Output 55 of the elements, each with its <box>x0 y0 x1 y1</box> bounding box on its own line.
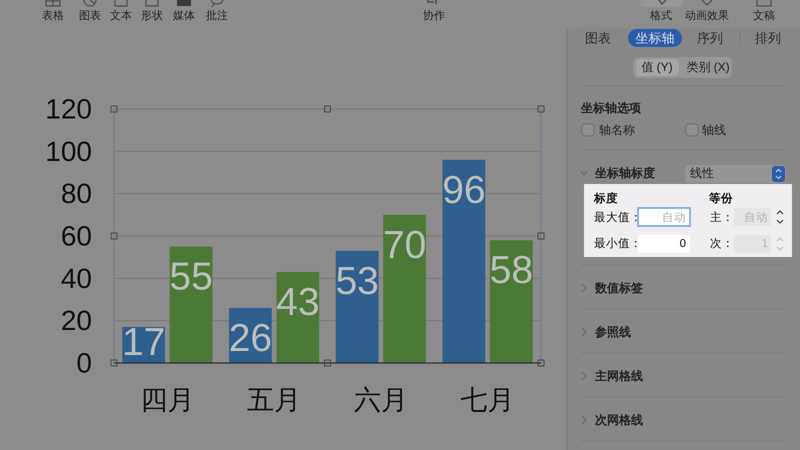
text: 类别 (X) <box>686 60 730 74</box>
text: 等份 <box>708 191 734 205</box>
text: 主网格线 <box>594 369 643 383</box>
text: 格式 <box>649 9 672 22</box>
text: 线性 <box>690 166 714 180</box>
data-label: 43 <box>276 280 320 324</box>
text: 次： <box>710 237 734 250</box>
y-tick-label: 100 <box>45 136 92 167</box>
text: 协作 <box>423 9 445 22</box>
text: 媒体 <box>173 10 195 22</box>
text: 标度 <box>593 191 618 205</box>
text: 0 <box>680 238 686 250</box>
text: 图表 <box>585 30 611 46</box>
text: 最大值： <box>594 211 642 224</box>
text: 坐标轴 <box>636 30 674 46</box>
x-tick-label: 七月 <box>460 385 515 415</box>
text: 文稿 <box>753 9 775 22</box>
y-tick-label: 120 <box>45 94 92 124</box>
text: 表格 <box>42 9 64 22</box>
text: 值 (Y) <box>641 60 673 74</box>
text: 参照线 <box>594 325 631 339</box>
text: 自动 <box>662 211 686 224</box>
bar <box>442 160 486 363</box>
data-label: 26 <box>228 316 272 360</box>
y-tick-label: 0 <box>76 348 92 378</box>
text: 排列 <box>755 30 781 46</box>
text: 动画效果 <box>685 10 729 22</box>
y-tick-label: 20 <box>60 305 92 336</box>
data-label: 55 <box>169 256 213 299</box>
data-label: 53 <box>335 260 379 303</box>
text: 轴名称 <box>599 123 635 137</box>
data-label: 70 <box>382 224 426 267</box>
bar <box>383 214 426 363</box>
text: 坐标轴标度 <box>594 166 655 180</box>
x-tick-label: 六月 <box>354 385 408 415</box>
x-tick-label: 五月 <box>247 385 302 415</box>
data-label: 17 <box>122 321 166 364</box>
text: 序列 <box>697 30 723 46</box>
data-label: 58 <box>490 249 534 292</box>
data-label: 96 <box>442 168 486 212</box>
text: 数值标签 <box>594 281 643 295</box>
text: 主： <box>710 210 734 224</box>
text: 最小值： <box>594 237 642 250</box>
text: 轴线 <box>702 123 726 137</box>
text: 批注 <box>206 9 228 22</box>
text: 图表 <box>79 9 101 22</box>
y-tick-label: 60 <box>60 220 92 252</box>
text: 形状 <box>141 10 163 22</box>
text: 次网格线 <box>595 413 643 427</box>
text: 文本 <box>110 9 132 22</box>
x-tick-label: 四月 <box>140 385 194 415</box>
text: 坐标轴选项 <box>580 101 642 115</box>
bar <box>170 246 212 363</box>
y-tick-label: 40 <box>60 262 92 294</box>
y-tick-label: 80 <box>60 178 92 210</box>
